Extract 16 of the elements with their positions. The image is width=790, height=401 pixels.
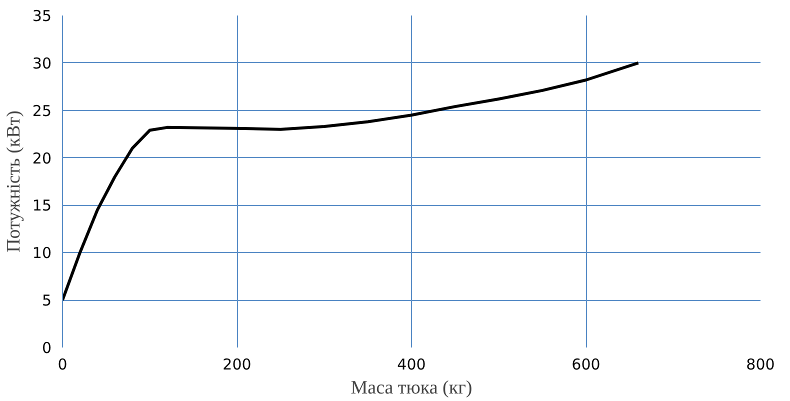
y-tick-label: 15 bbox=[32, 196, 52, 215]
y-tick-label: 35 bbox=[32, 7, 52, 25]
x-tick-label: 200 bbox=[222, 356, 252, 374]
y-tick-label: 25 bbox=[32, 102, 52, 120]
x-tick-label: 600 bbox=[572, 356, 600, 374]
y-tick-label: 20 bbox=[32, 149, 52, 168]
line-series bbox=[62, 61, 640, 302]
y-tick-label: 10 bbox=[32, 244, 52, 262]
y-tick-label: 30 bbox=[32, 54, 52, 72]
x-axis-title: Маса тюка (кг) bbox=[350, 378, 472, 398]
y-axis-title: Потужність (кВт) bbox=[3, 110, 24, 252]
x-tick-label: 400 bbox=[397, 356, 426, 374]
y-tick-label: 0 bbox=[42, 339, 52, 357]
x-tick-label: 800 bbox=[746, 356, 775, 374]
x-tick-label: 0 bbox=[58, 356, 68, 374]
y-tick-label: 5 bbox=[42, 292, 52, 310]
